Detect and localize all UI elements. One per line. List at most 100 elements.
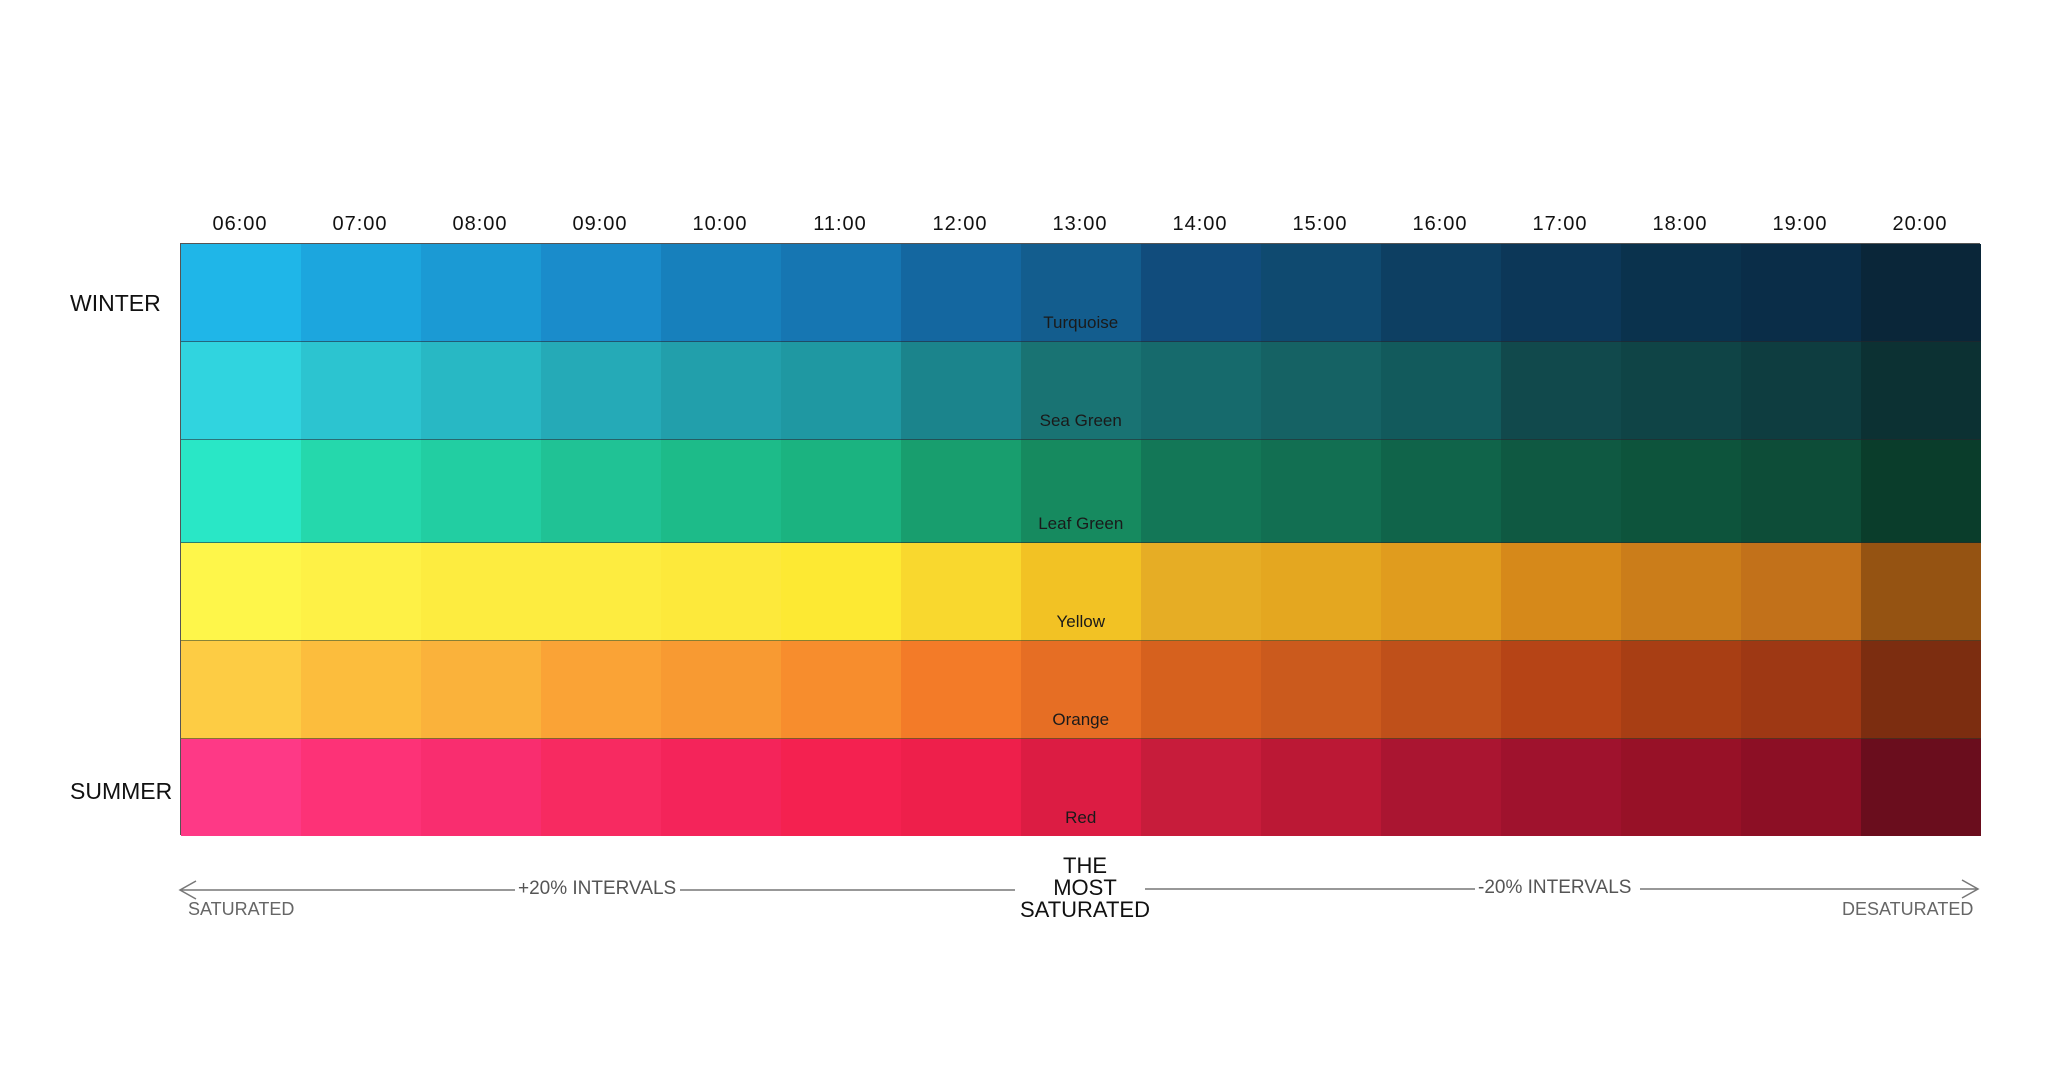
center-label-line-3: SATURATED — [1020, 897, 1150, 922]
color-swatch — [1381, 244, 1502, 342]
color-swatch — [181, 440, 302, 543]
color-swatch — [901, 739, 1022, 836]
color-row: Turquoise — [181, 244, 1981, 342]
time-label: 12:00 — [932, 213, 988, 235]
color-swatch — [301, 440, 422, 543]
color-row: Orange — [181, 641, 1981, 739]
color-swatch — [1261, 440, 1382, 543]
color-swatch — [661, 244, 782, 342]
color-swatch — [781, 342, 902, 440]
color-swatch — [1381, 641, 1502, 739]
color-swatch — [661, 342, 782, 440]
color-swatch — [1741, 739, 1862, 836]
right-interval-label: -20% INTERVALS — [1478, 877, 1632, 898]
color-swatch — [1501, 244, 1622, 342]
color-swatch — [1741, 342, 1862, 440]
color-swatch — [781, 543, 902, 641]
color-swatch — [1261, 543, 1382, 641]
color-swatch — [661, 440, 782, 543]
color-swatch — [1621, 244, 1742, 342]
color-swatch — [1501, 543, 1622, 641]
color-grid: Turquoise Sea Green Leaf Green Yellow Orange… — [180, 243, 1981, 836]
color-swatch — [301, 739, 422, 836]
color-swatch — [1141, 543, 1262, 641]
color-swatch — [1621, 342, 1742, 440]
center-label-line-2: MOST — [1053, 875, 1117, 900]
color-swatch — [1141, 641, 1262, 739]
color-swatch: Leaf Green — [1021, 440, 1142, 543]
time-label: 18:00 — [1652, 213, 1708, 235]
color-swatch — [421, 244, 542, 342]
color-swatch — [1501, 641, 1622, 739]
color-swatch — [901, 543, 1022, 641]
color-swatch — [1621, 739, 1742, 836]
color-swatch — [781, 440, 902, 543]
time-label: 15:00 — [1292, 213, 1348, 235]
color-swatch — [1141, 342, 1262, 440]
color-swatch — [661, 641, 782, 739]
color-swatch — [541, 641, 662, 739]
color-swatch — [1741, 641, 1862, 739]
time-label: 10:00 — [692, 213, 748, 235]
time-label: 11:00 — [813, 213, 867, 235]
color-swatch — [541, 440, 662, 543]
color-swatch — [1261, 739, 1382, 836]
color-swatch — [1261, 342, 1382, 440]
color-swatch — [901, 342, 1022, 440]
time-label: 16:00 — [1412, 213, 1468, 235]
color-swatch — [1741, 244, 1862, 342]
color-swatch: Yellow — [1021, 543, 1142, 641]
row-name-label: Red — [1065, 808, 1097, 827]
color-swatch — [1621, 641, 1742, 739]
time-label: 07:00 — [332, 213, 388, 235]
color-swatch — [661, 543, 782, 641]
most-saturated-label: THE MOST SATURATED — [1000, 855, 1170, 921]
color-swatch — [1621, 440, 1742, 543]
season-label-winter: WINTER — [70, 290, 161, 316]
color-row: Red — [181, 739, 1981, 836]
color-swatch — [1381, 342, 1502, 440]
time-label: 09:00 — [572, 213, 628, 235]
left-arrowhead-icon — [178, 880, 197, 900]
row-name-label: Orange — [1052, 710, 1110, 729]
color-swatch — [421, 342, 542, 440]
row-name-label: Yellow — [1056, 612, 1106, 631]
time-label: 08:00 — [452, 213, 508, 235]
color-swatch — [901, 244, 1022, 342]
color-swatch — [1861, 543, 1981, 641]
saturated-end-label: SATURATED — [188, 899, 295, 919]
color-swatch — [901, 641, 1022, 739]
color-swatch — [301, 543, 422, 641]
color-swatch — [541, 739, 662, 836]
time-label: 17:00 — [1532, 213, 1588, 235]
right-arrowhead-icon — [1961, 879, 1980, 899]
color-swatch — [541, 244, 662, 342]
color-row: Sea Green — [181, 342, 1981, 440]
left-interval-label: +20% INTERVALS — [518, 878, 677, 899]
row-name-label: Turquoise — [1043, 313, 1119, 332]
color-swatch — [541, 543, 662, 641]
color-swatch — [421, 543, 542, 641]
color-swatch — [1861, 244, 1981, 342]
color-swatch — [1861, 739, 1981, 836]
color-swatch: Turquoise — [1021, 244, 1142, 342]
time-label: 20:00 — [1892, 213, 1948, 235]
color-swatch — [181, 739, 302, 836]
desaturated-end-label: DESATURATED — [1842, 899, 1974, 919]
row-name-label: Leaf Green — [1038, 514, 1124, 533]
color-swatch — [1381, 543, 1502, 641]
color-swatch — [781, 244, 902, 342]
color-swatch — [421, 440, 542, 543]
color-swatch — [1861, 342, 1981, 440]
time-label: 14:00 — [1172, 213, 1228, 235]
color-swatch — [1141, 244, 1262, 342]
center-label-line-1: THE — [1063, 853, 1107, 878]
season-label-summer: SUMMER — [70, 778, 173, 804]
color-swatch — [781, 641, 902, 739]
color-swatch — [181, 244, 302, 342]
time-label: 06:00 — [212, 213, 268, 235]
color-row: Yellow — [181, 543, 1981, 641]
color-swatch — [781, 739, 902, 836]
